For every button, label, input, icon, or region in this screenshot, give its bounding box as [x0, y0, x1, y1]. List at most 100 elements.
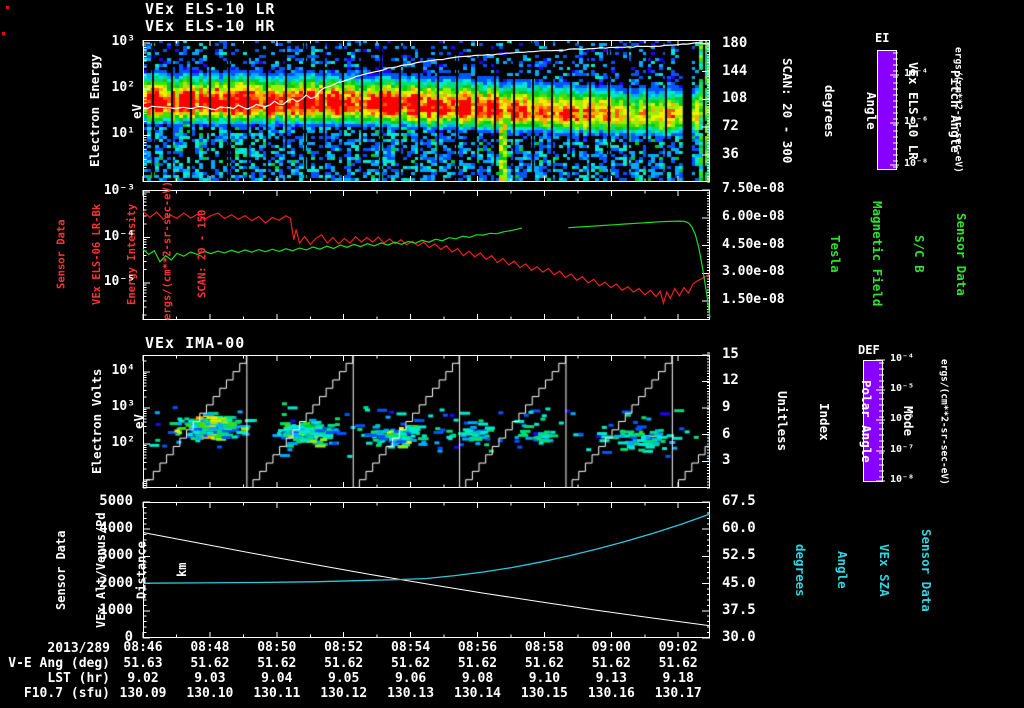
table-cell: 130.13 — [387, 686, 435, 701]
ima-energy-tick: 10⁴ — [111, 362, 135, 378]
table-cell: 51.63 — [123, 656, 163, 671]
table-cell: 51.62 — [257, 656, 297, 671]
table-cell: 9.18 — [662, 671, 694, 686]
sza-tick: 52.5 — [722, 547, 756, 564]
altitude-tick: 3000 — [99, 547, 133, 564]
colorbar-tick-label: 10⁻⁶ — [890, 413, 915, 425]
artifact-dot — [2, 32, 5, 35]
table-cell: 51.62 — [391, 656, 431, 671]
els-title-hr: VEx ELS-10 HR — [145, 17, 276, 35]
axis-label-line: Unitless — [775, 391, 790, 452]
axis-label-line: Sensor Data — [55, 219, 68, 289]
time-tick-label: 08:54 — [391, 640, 431, 655]
els-energy-tick: 10³ — [111, 33, 135, 49]
ima-spectrogram-canvas — [143, 355, 710, 488]
els-energy-tick: 10² — [111, 80, 135, 96]
colorbar-tick-label: 10⁻⁶ — [904, 116, 929, 128]
table-cell: 9.10 — [528, 671, 561, 686]
axis-label-line: ergs/(cm**2-sr-sec-eV) — [161, 180, 174, 320]
axis-label-line: eV — [129, 103, 144, 119]
pitch-angle-tick: 180 — [722, 35, 748, 51]
axis-label-line: Distance — [134, 541, 149, 599]
intensity-tick: 10⁻³ — [103, 183, 135, 199]
els-energy-tick: 10¹ — [111, 126, 135, 142]
sza-tick: 30.0 — [722, 629, 756, 645]
sza-tick: 45.0 — [722, 574, 756, 591]
axis-label-line: Index — [817, 402, 832, 441]
intensity-tick: 10⁻⁵ — [103, 274, 135, 290]
intensity-tick: 10⁻⁴ — [103, 228, 135, 244]
time-tick-label: 08:48 — [190, 640, 230, 655]
bfield-tick: 6.00e-08 — [722, 208, 785, 224]
time-tick-label: 09:02 — [658, 640, 698, 655]
axis-label-line: Sensor Data — [919, 528, 934, 612]
table-cell: 9.04 — [261, 671, 293, 686]
altitude-tick: 1000 — [99, 601, 133, 618]
axis-label-line: Electron Energy — [87, 54, 102, 168]
colorbar-unit-text: ergs/(cm**2-sr-sec-eV) — [952, 47, 964, 173]
table-cell: 9.03 — [194, 671, 226, 686]
time-tick-label: 08:46 — [123, 640, 163, 655]
axis-label-line: Sensor Data — [53, 530, 68, 610]
els-title-lr: VEx ELS-10 LR — [145, 0, 276, 18]
mode-index-tick: 9 — [722, 399, 731, 416]
els-intensity-y-axis-label: Sensor Data VEx ELS-06 LR-Bk Energy Inte… — [33, 180, 233, 320]
mode-axis-label: Mode Polar Angle Index Unitless — [747, 355, 943, 488]
altitude-tick: 5000 — [99, 493, 133, 509]
axis-label-line: VEx ELS-10 LR — [906, 62, 921, 160]
mode-index-tick: 12 — [722, 372, 739, 389]
magnetic-field-axis-label: Sensor Data S/C B Magnetic Field Tesla — [800, 188, 996, 320]
axis-label-line: Angle — [864, 92, 879, 130]
axis-label-line: Angle — [835, 551, 850, 589]
table-cell: 51.62 — [190, 656, 230, 671]
axis-label-line: Electron Volts — [89, 368, 104, 475]
els-y-axis-label: Electron Energy eV — [60, 40, 172, 182]
row-label-lst: LST (hr) — [47, 671, 110, 686]
axis-label-line: Polar Angle — [859, 380, 874, 463]
sza-axis-label: Sensor Data VEx SZA Angle degrees — [765, 502, 961, 638]
axis-label-line: degrees — [822, 84, 837, 138]
ima-colorbar-title: DEF — [858, 343, 880, 357]
ima-energy-tick: 10² — [111, 434, 135, 450]
sza-tick: 60.0 — [722, 520, 756, 537]
axis-label-line: Sensor Data — [954, 212, 969, 296]
colorbar-tick-label: 10⁻⁸ — [904, 158, 929, 170]
axis-label-line: Pitch Angle — [948, 69, 963, 153]
els-spectrogram-canvas — [143, 40, 710, 182]
axis-label-line: S/C B — [912, 235, 927, 273]
mode-index-tick: 15 — [722, 345, 739, 362]
time-tick-label: 08:50 — [257, 640, 297, 655]
time-tick-label: 08:52 — [324, 640, 364, 655]
pitch-angle-tick: 144 — [722, 62, 748, 79]
table-cell: 130.17 — [654, 686, 702, 701]
colorbar-unit-text: ergs/(cm**2-sr-sec-eV) — [938, 359, 950, 485]
table-cell: 51.62 — [524, 656, 564, 671]
table-cell: 9.02 — [127, 671, 159, 686]
table-cell: 130.16 — [587, 686, 635, 701]
axis-label-line: Energy Intensity — [126, 203, 138, 305]
table-cell: 130.14 — [454, 686, 501, 701]
pitch-angle-tick: 72 — [722, 118, 739, 135]
bfield-tick: 1.50e-08 — [722, 292, 785, 307]
row-label-f107: F10.7 (sfu) — [23, 686, 110, 701]
table-cell: 51.62 — [457, 656, 498, 671]
time-tick-label: 09:00 — [591, 640, 631, 655]
axis-label-line: degrees — [793, 543, 808, 597]
axis-label-line: Tesla — [828, 235, 843, 273]
table-cell: 130.15 — [520, 686, 568, 701]
table-cell: 51.62 — [658, 656, 698, 671]
table-cell: 51.62 — [324, 656, 364, 671]
axis-label-line: km — [174, 562, 189, 578]
altitude-tick: 0 — [124, 629, 133, 645]
pitch-angle-tick: 108 — [722, 90, 748, 107]
ima-title: VEx IMA-00 — [145, 334, 246, 352]
axis-label-line: SCAN: 20 - 300 — [780, 58, 795, 164]
els-colorbar-title: EI — [875, 31, 890, 45]
colorbar-tick-label: 10⁻⁴ — [904, 68, 929, 80]
bfield-tick: 7.50e-08 — [722, 181, 785, 196]
axis-label-line: Magnetic Field — [870, 201, 885, 307]
colorbar-tick-label: 10⁻⁸ — [890, 474, 915, 486]
time-tick-label: 08:58 — [524, 640, 564, 655]
row-label-ve-ang: V-E Ang (deg) — [8, 656, 110, 671]
